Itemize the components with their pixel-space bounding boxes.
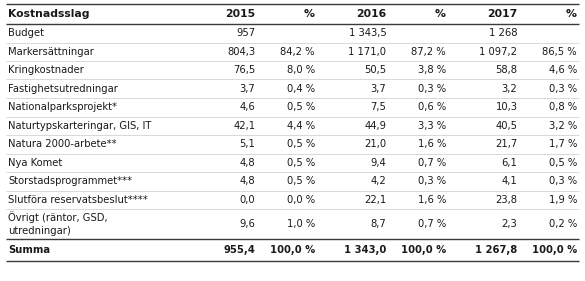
- Text: Naturtypskarteringar, GIS, IT: Naturtypskarteringar, GIS, IT: [8, 121, 152, 131]
- Text: Summa: Summa: [8, 245, 50, 255]
- Text: 100,0 %: 100,0 %: [270, 245, 315, 255]
- Text: Nya Komet: Nya Komet: [8, 158, 62, 168]
- Text: 7,5: 7,5: [370, 102, 386, 112]
- Text: 3,7: 3,7: [370, 84, 386, 94]
- Text: 2017: 2017: [487, 9, 517, 19]
- Text: 955,4: 955,4: [223, 245, 255, 255]
- Text: 3,8 %: 3,8 %: [418, 65, 446, 75]
- Text: 3,2 %: 3,2 %: [549, 121, 577, 131]
- Text: %: %: [304, 9, 315, 19]
- Text: 3,3 %: 3,3 %: [418, 121, 446, 131]
- Text: 4,2: 4,2: [370, 176, 386, 186]
- Text: 4,1: 4,1: [502, 176, 517, 186]
- Text: 21,7: 21,7: [495, 139, 517, 149]
- Text: 1 097,2: 1 097,2: [480, 47, 517, 57]
- Text: 100,0 %: 100,0 %: [532, 245, 577, 255]
- Text: 0,5 %: 0,5 %: [287, 158, 315, 168]
- Text: Slutföra reservatsbeslut****: Slutföra reservatsbeslut****: [8, 195, 148, 205]
- Text: 2,3: 2,3: [502, 219, 517, 229]
- Text: 1,0 %: 1,0 %: [287, 219, 315, 229]
- Text: 86,5 %: 86,5 %: [542, 47, 577, 57]
- Text: 84,2 %: 84,2 %: [280, 47, 315, 57]
- Text: Markersättningar: Markersättningar: [8, 47, 94, 57]
- Text: %: %: [435, 9, 446, 19]
- Text: 1 267,8: 1 267,8: [475, 245, 517, 255]
- Text: Nationalparksprojekt*: Nationalparksprojekt*: [8, 102, 117, 112]
- Text: 6,1: 6,1: [501, 158, 517, 168]
- Text: 87,2 %: 87,2 %: [411, 47, 446, 57]
- Text: 23,8: 23,8: [495, 195, 517, 205]
- Text: Budget: Budget: [8, 28, 44, 38]
- Text: 0,3 %: 0,3 %: [549, 176, 577, 186]
- Text: 5,1: 5,1: [239, 139, 255, 149]
- Text: Kostnadsslag: Kostnadsslag: [8, 9, 90, 19]
- Text: 0,3 %: 0,3 %: [549, 84, 577, 94]
- Text: 42,1: 42,1: [233, 121, 255, 131]
- Text: 4,8: 4,8: [240, 158, 255, 168]
- Text: Storstadsprogrammet***: Storstadsprogrammet***: [8, 176, 132, 186]
- Text: 0,4 %: 0,4 %: [287, 84, 315, 94]
- Text: 4,4 %: 4,4 %: [287, 121, 315, 131]
- Text: 58,8: 58,8: [495, 65, 517, 75]
- Text: 0,7 %: 0,7 %: [418, 158, 446, 168]
- Text: 40,5: 40,5: [495, 121, 517, 131]
- Text: %: %: [566, 9, 577, 19]
- Text: 2015: 2015: [225, 9, 255, 19]
- Text: 4,6 %: 4,6 %: [549, 65, 577, 75]
- Text: 1 343,5: 1 343,5: [349, 28, 386, 38]
- Text: 21,0: 21,0: [364, 139, 386, 149]
- Text: 9,6: 9,6: [239, 219, 255, 229]
- Text: 76,5: 76,5: [233, 65, 255, 75]
- Text: 2016: 2016: [356, 9, 386, 19]
- Text: 0,3 %: 0,3 %: [418, 84, 446, 94]
- Text: 8,0 %: 8,0 %: [287, 65, 315, 75]
- Text: 0,8 %: 0,8 %: [549, 102, 577, 112]
- Text: 44,9: 44,9: [364, 121, 386, 131]
- Text: 10,3: 10,3: [495, 102, 517, 112]
- Text: 3,2: 3,2: [502, 84, 517, 94]
- Text: 1 171,0: 1 171,0: [348, 47, 386, 57]
- Text: 0,0 %: 0,0 %: [287, 195, 315, 205]
- Text: 0,5 %: 0,5 %: [287, 139, 315, 149]
- Text: 1,9 %: 1,9 %: [549, 195, 577, 205]
- Text: Fastighetsutredningar: Fastighetsutredningar: [8, 84, 118, 94]
- Text: 1,6 %: 1,6 %: [418, 139, 446, 149]
- Text: 1,6 %: 1,6 %: [418, 195, 446, 205]
- Text: 804,3: 804,3: [227, 47, 255, 57]
- Text: 0,5 %: 0,5 %: [287, 102, 315, 112]
- Text: 0,6 %: 0,6 %: [418, 102, 446, 112]
- Text: 50,5: 50,5: [364, 65, 386, 75]
- Text: Natura 2000-arbete**: Natura 2000-arbete**: [8, 139, 116, 149]
- Text: Övrigt (räntor, GSD,: Övrigt (räntor, GSD,: [8, 211, 108, 223]
- Text: 100,0 %: 100,0 %: [401, 245, 446, 255]
- Text: 1 268: 1 268: [489, 28, 517, 38]
- Text: 4,8: 4,8: [240, 176, 255, 186]
- Text: 22,1: 22,1: [364, 195, 386, 205]
- Text: 8,7: 8,7: [370, 219, 386, 229]
- Text: 957: 957: [236, 28, 255, 38]
- Text: 0,2 %: 0,2 %: [549, 219, 577, 229]
- Text: 9,4: 9,4: [370, 158, 386, 168]
- Text: 0,5 %: 0,5 %: [287, 176, 315, 186]
- Text: 1,7 %: 1,7 %: [549, 139, 577, 149]
- Text: 0,3 %: 0,3 %: [418, 176, 446, 186]
- Text: 0,5 %: 0,5 %: [549, 158, 577, 168]
- Text: 3,7: 3,7: [239, 84, 255, 94]
- Text: 0,0: 0,0: [240, 195, 255, 205]
- Text: utredningar): utredningar): [8, 226, 71, 236]
- Text: 0,7 %: 0,7 %: [418, 219, 446, 229]
- Text: 1 343,0: 1 343,0: [344, 245, 386, 255]
- Text: Kringkostnader: Kringkostnader: [8, 65, 84, 75]
- Text: 4,6: 4,6: [239, 102, 255, 112]
